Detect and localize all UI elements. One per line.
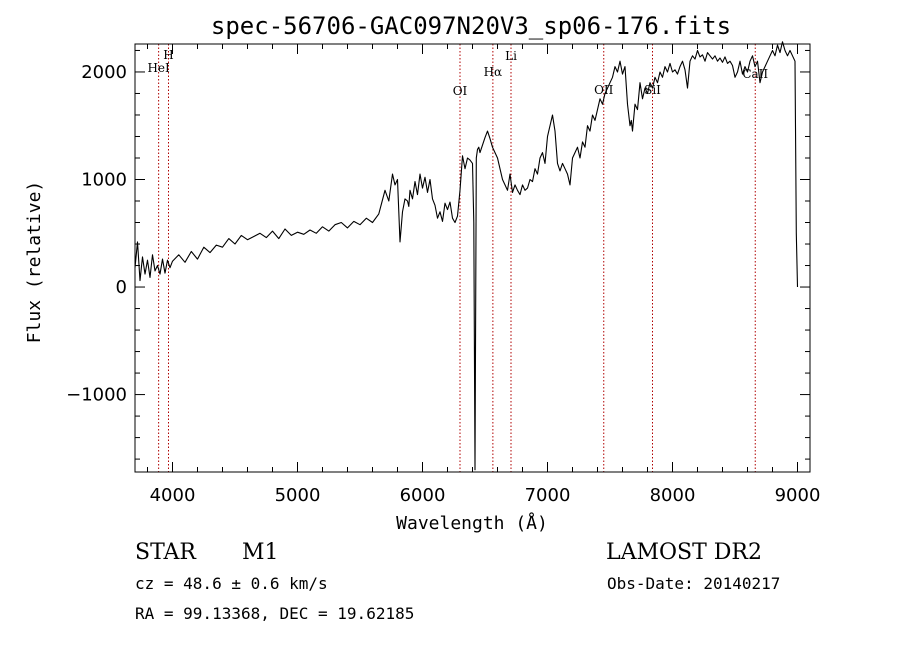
x-tick-label: 4000 <box>150 485 196 506</box>
spectral-line-label: Hα <box>484 65 503 79</box>
chart-title: spec-56706-GAC097N20V3_sp06-176.fits <box>211 12 731 40</box>
x-axis-label: Wavelength (Å) <box>396 512 548 534</box>
object-subclass: M1 <box>242 540 279 565</box>
spectrum-series <box>134 41 799 471</box>
axis-ticks: 4000 5000 6000 7000 8000 9000 −1000 0 1000 2000 <box>66 44 820 506</box>
spectral-line-label: Li <box>505 49 517 63</box>
y-tick-label: 2000 <box>81 62 127 83</box>
spectral-line-label: HeI <box>147 61 170 75</box>
x-tick-label: 6000 <box>400 485 446 506</box>
y-tick-label: 1000 <box>81 169 127 190</box>
coordinates: RA = 99.13368, DEC = 19.62185 <box>135 604 415 623</box>
spectral-line-label: OII <box>594 83 614 97</box>
plot-frame <box>134 43 811 473</box>
y-axis-label: Flux (relative) <box>24 181 45 344</box>
survey-name: LAMOST DR2 <box>606 540 762 565</box>
object-class: STAR <box>135 540 196 565</box>
spectral-line-label: H <box>163 48 173 62</box>
redshift-velocity: cz = 48.6 ± 0.6 km/s <box>135 574 328 593</box>
spectral-line-label: SiI <box>644 83 661 97</box>
x-tick-label: 9000 <box>775 485 821 506</box>
spectral-line-label: CaII <box>742 67 768 81</box>
observation-date: Obs-Date: 20140217 <box>607 574 781 593</box>
spectral-line-label: OI <box>453 84 468 98</box>
spectrum-line <box>134 41 799 471</box>
y-tick-label: 0 <box>116 277 127 298</box>
x-tick-label: 5000 <box>275 485 321 506</box>
y-tick-label: −1000 <box>66 385 127 406</box>
x-tick-label: 7000 <box>525 485 571 506</box>
x-tick-label: 8000 <box>650 485 696 506</box>
